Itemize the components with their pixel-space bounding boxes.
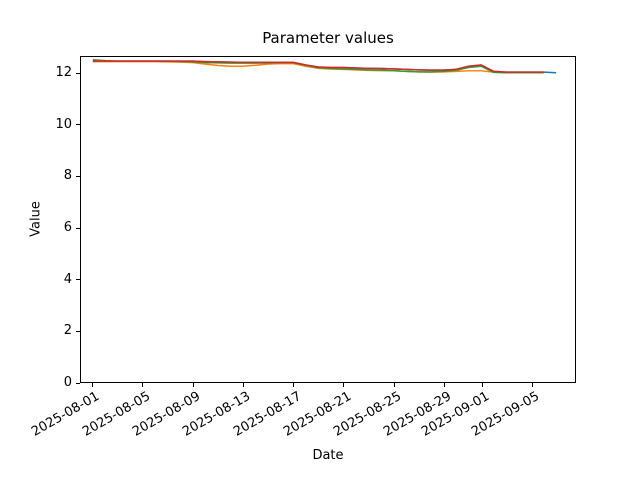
y-tick-label: 12 bbox=[55, 65, 72, 81]
y-tick-label: 6 bbox=[63, 220, 72, 236]
line-chart-svg bbox=[92, 59, 557, 74]
y-tick-mark bbox=[76, 124, 80, 126]
y-tick-label: 10 bbox=[55, 116, 72, 132]
plot-area bbox=[80, 56, 576, 383]
x-tick-mark bbox=[481, 383, 483, 387]
y-tick-mark bbox=[76, 382, 80, 384]
y-tick-mark bbox=[76, 279, 80, 281]
y-tick-label: 8 bbox=[63, 168, 72, 184]
x-tick-mark bbox=[91, 383, 93, 387]
x-tick-mark bbox=[531, 383, 533, 387]
chart-title: Parameter values bbox=[262, 29, 394, 47]
x-axis-label: Date bbox=[312, 448, 344, 463]
x-tick-mark bbox=[443, 383, 445, 387]
y-tick-label: 4 bbox=[63, 271, 72, 287]
x-tick-mark bbox=[242, 383, 244, 387]
x-tick-mark bbox=[142, 383, 144, 387]
y-tick-label: 0 bbox=[63, 375, 72, 390]
y-tick-mark bbox=[76, 72, 80, 74]
y-tick-label: 2 bbox=[63, 323, 72, 339]
x-tick-mark bbox=[192, 383, 194, 387]
x-tick-mark bbox=[293, 383, 295, 387]
y-tick-mark bbox=[76, 175, 80, 177]
x-tick-mark bbox=[393, 383, 395, 387]
y-tick-mark bbox=[76, 330, 80, 332]
y-tick-mark bbox=[76, 227, 80, 229]
line-series-red bbox=[92, 60, 544, 73]
x-tick-mark bbox=[343, 383, 345, 387]
